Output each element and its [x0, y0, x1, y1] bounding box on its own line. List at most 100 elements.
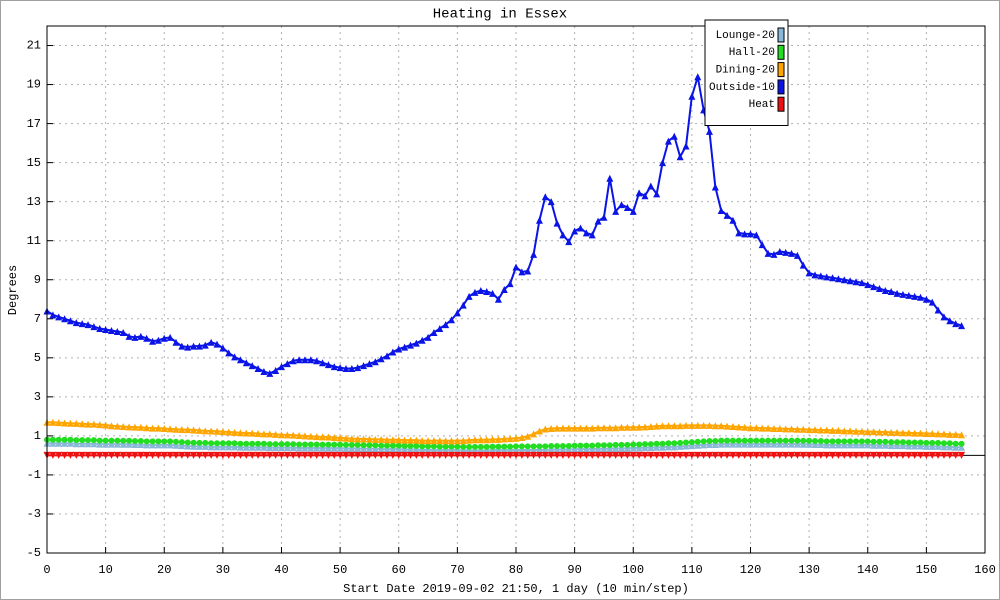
- point: [547, 198, 555, 206]
- point: [524, 267, 532, 275]
- point: [717, 422, 725, 430]
- point: [283, 431, 291, 439]
- point: [917, 439, 924, 446]
- point: [412, 339, 420, 347]
- point: [248, 362, 256, 370]
- point: [201, 451, 209, 459]
- x-tick-label: 0: [43, 563, 50, 577]
- point: [717, 206, 725, 214]
- point: [870, 451, 878, 459]
- point: [524, 443, 531, 450]
- point: [377, 435, 385, 443]
- point: [214, 440, 221, 447]
- point: [811, 440, 819, 448]
- point: [406, 446, 414, 454]
- chart-title: Heating in Essex: [433, 7, 567, 23]
- point: [817, 437, 824, 444]
- point: [530, 250, 538, 258]
- point: [917, 442, 925, 450]
- point: [811, 437, 818, 444]
- y-tick-label: 13: [27, 195, 41, 209]
- point: [928, 430, 936, 438]
- point: [248, 429, 256, 437]
- point: [190, 439, 197, 446]
- point: [506, 435, 514, 443]
- point: [330, 363, 338, 371]
- point: [301, 441, 308, 448]
- point: [208, 440, 215, 447]
- point: [588, 445, 596, 453]
- point: [154, 441, 162, 449]
- point: [154, 424, 162, 432]
- point: [477, 286, 485, 294]
- point: [319, 444, 327, 452]
- point: [72, 319, 80, 327]
- point: [706, 437, 713, 444]
- point: [940, 440, 947, 447]
- point: [272, 441, 279, 448]
- x-tick-label: 80: [509, 563, 523, 577]
- point: [424, 451, 432, 459]
- point: [143, 334, 151, 342]
- point: [489, 443, 496, 450]
- point: [137, 332, 145, 340]
- point: [823, 438, 830, 445]
- point: [225, 440, 232, 447]
- point: [348, 365, 356, 373]
- point: [506, 280, 514, 288]
- point: [917, 293, 925, 301]
- point: [542, 443, 549, 450]
- point: [324, 444, 332, 452]
- point: [629, 207, 637, 215]
- point: [149, 441, 157, 449]
- point: [354, 451, 362, 459]
- point: [688, 439, 695, 446]
- point: [160, 451, 168, 459]
- point: [606, 174, 614, 182]
- point: [618, 423, 626, 431]
- point: [395, 345, 403, 353]
- point: [266, 369, 274, 377]
- point: [682, 442, 690, 450]
- point: [887, 428, 895, 436]
- point: [946, 443, 954, 451]
- point: [477, 443, 484, 450]
- point: [817, 426, 825, 434]
- point: [73, 437, 80, 444]
- point: [922, 295, 930, 303]
- point: [465, 292, 473, 300]
- point: [243, 440, 250, 447]
- point: [500, 451, 508, 459]
- legend-swatch: [777, 27, 785, 43]
- point: [606, 451, 614, 459]
- point: [647, 441, 654, 448]
- point: [79, 437, 86, 444]
- point: [166, 441, 174, 449]
- point: [448, 437, 456, 445]
- point: [577, 442, 584, 449]
- point: [741, 230, 749, 238]
- point: [788, 451, 796, 459]
- point: [219, 428, 227, 436]
- point: [547, 424, 555, 432]
- point: [167, 438, 174, 445]
- point: [72, 419, 80, 427]
- point: [952, 443, 960, 451]
- point: [735, 423, 743, 431]
- point: [178, 451, 186, 459]
- point: [571, 445, 579, 453]
- point: [354, 364, 362, 372]
- point: [49, 418, 57, 426]
- point: [618, 201, 626, 209]
- point: [377, 355, 385, 363]
- point: [928, 298, 936, 306]
- point: [711, 422, 719, 430]
- point: [565, 446, 573, 454]
- point: [641, 441, 648, 448]
- point: [383, 436, 391, 444]
- point: [172, 438, 179, 445]
- point: [114, 437, 121, 444]
- point: [283, 451, 291, 459]
- point: [500, 446, 508, 454]
- point: [905, 291, 913, 299]
